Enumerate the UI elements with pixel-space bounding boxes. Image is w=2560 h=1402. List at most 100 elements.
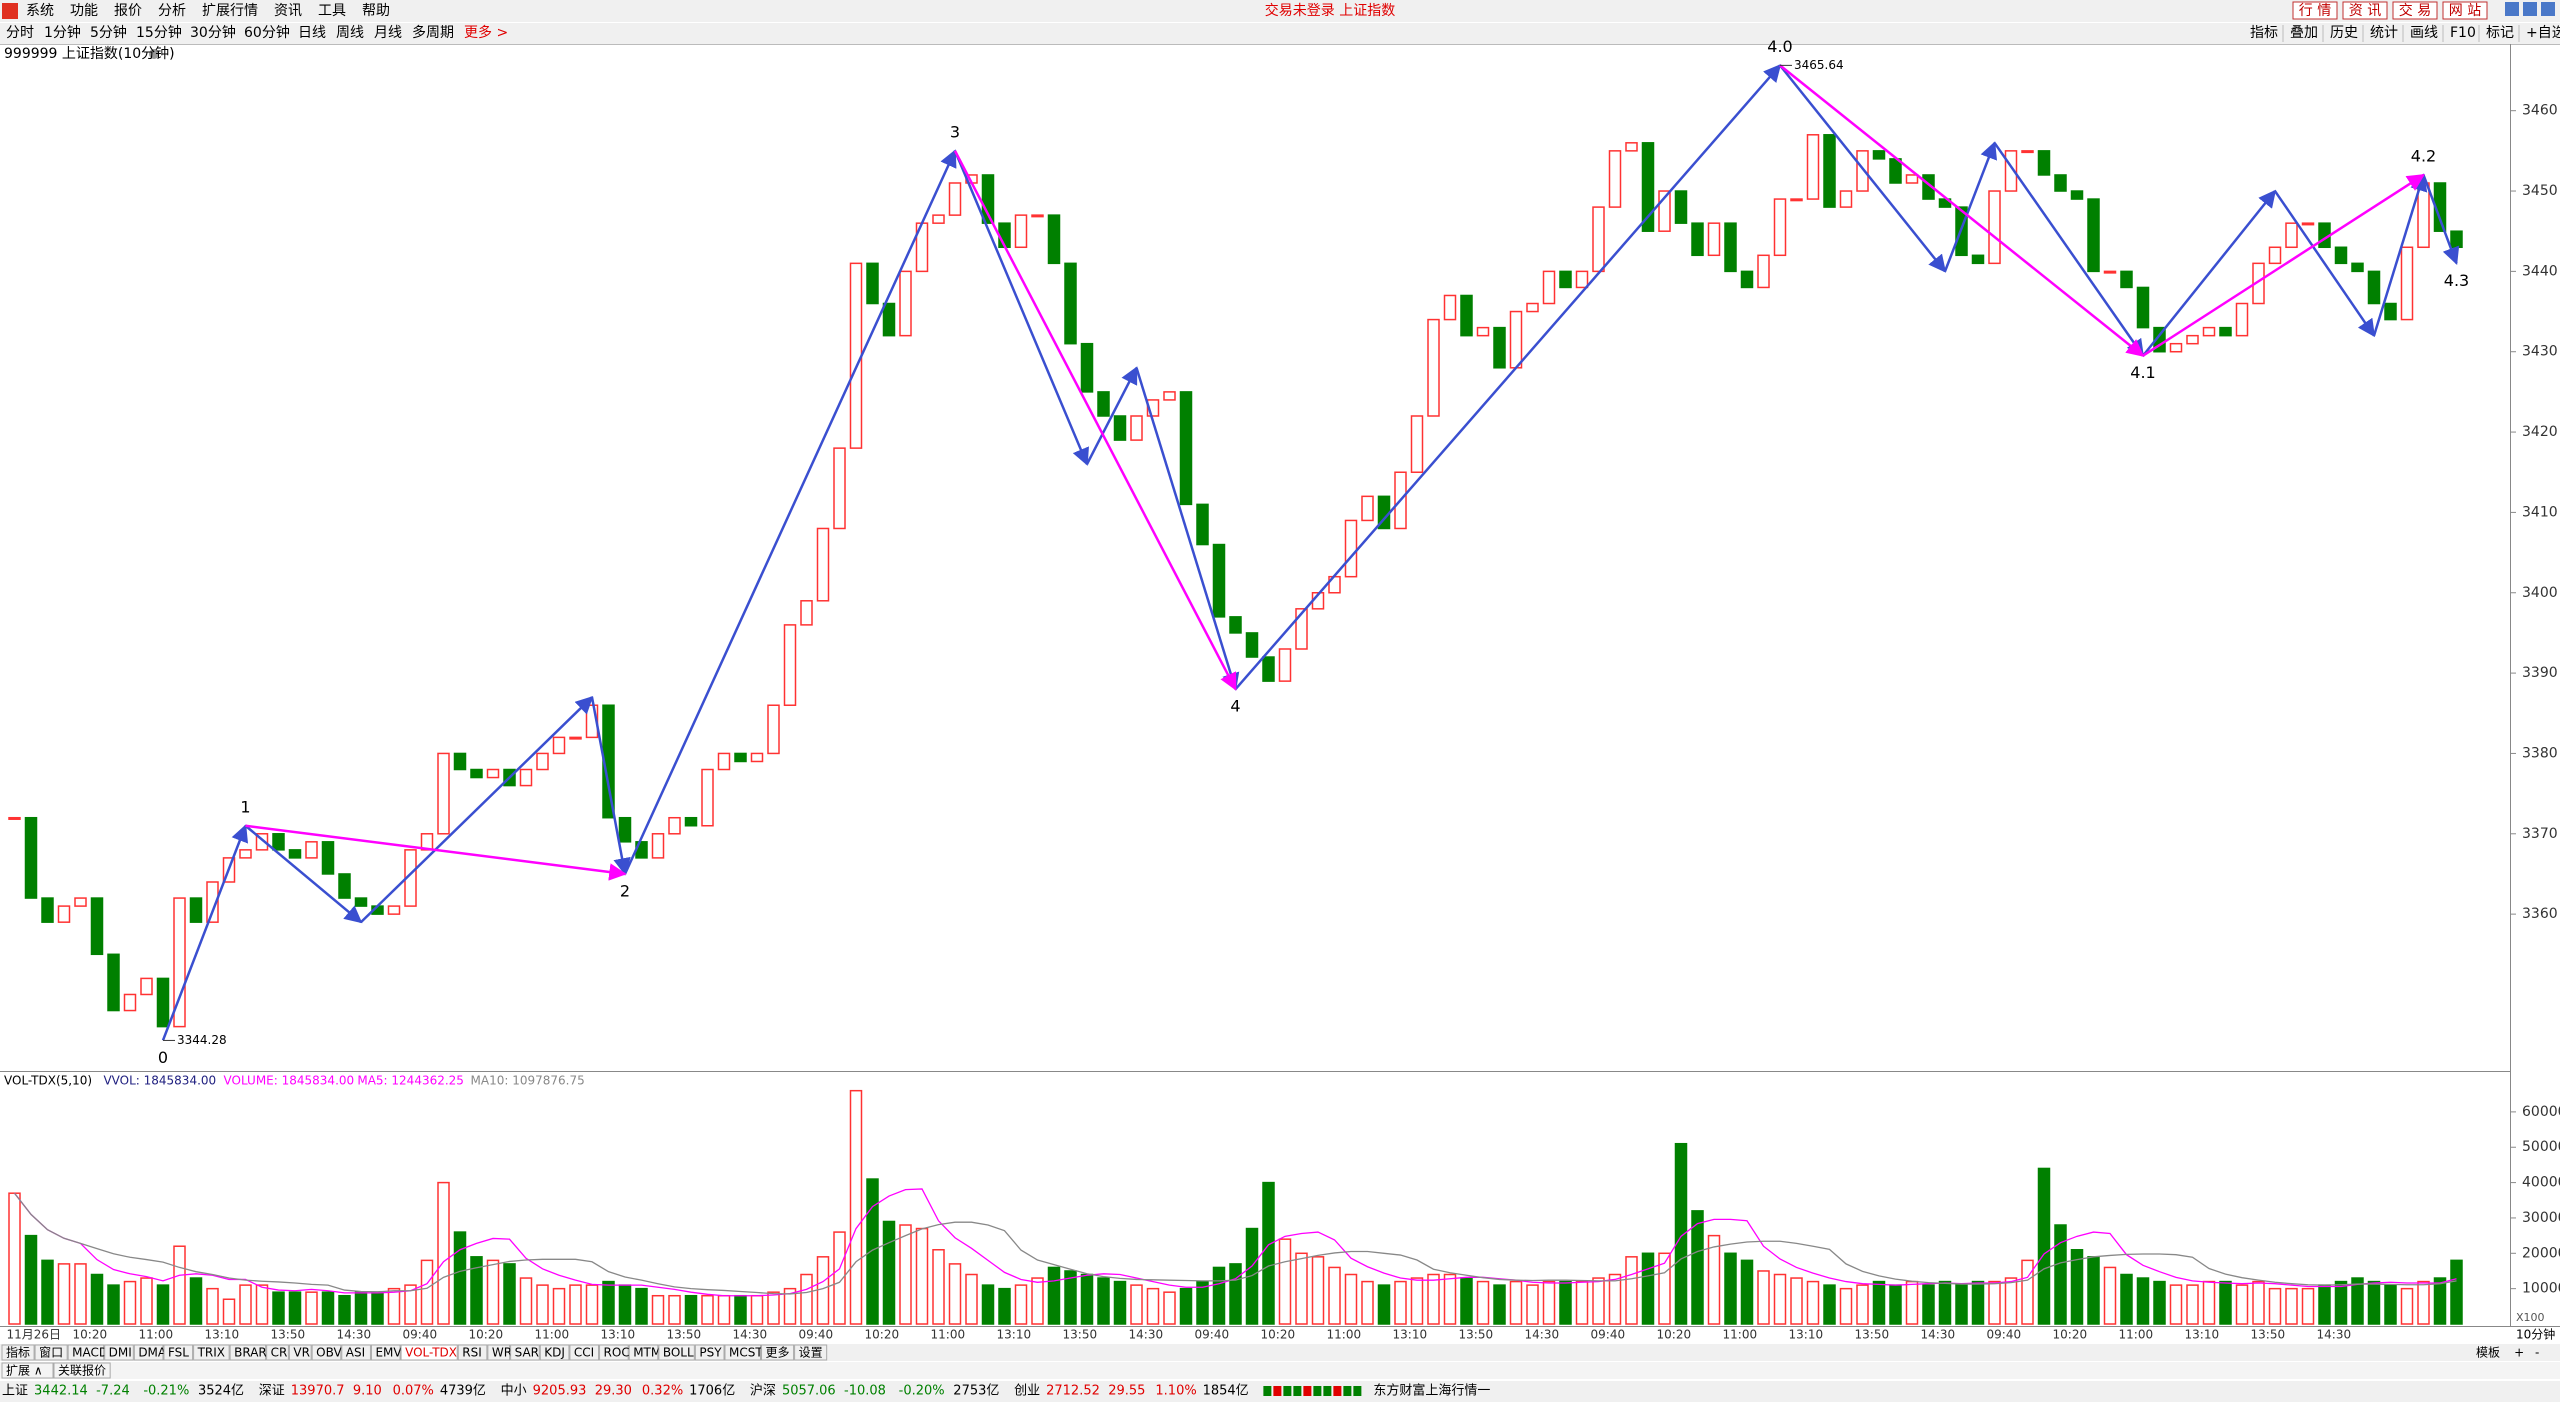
indicator-tab-label[interactable]: VR: [293, 1346, 310, 1360]
indicator-tab-label[interactable]: CR: [271, 1346, 288, 1360]
indicator-tab[interactable]: [266, 1344, 289, 1361]
template-button[interactable]: +: [2514, 1346, 2524, 1360]
indicator-tab[interactable]: [628, 1344, 659, 1361]
indicator-tab-label[interactable]: DMA: [138, 1346, 167, 1360]
indicator-tab[interactable]: [487, 1344, 511, 1361]
indicator-tab-label[interactable]: EMV: [375, 1346, 402, 1360]
indicator-tab-label[interactable]: WR: [492, 1346, 512, 1360]
period-button[interactable]: 更多 >: [464, 24, 508, 41]
indicator-tab[interactable]: [761, 1344, 795, 1361]
indicator-tab-label[interactable]: 更多: [766, 1346, 790, 1360]
indicator-tab[interactable]: [104, 1344, 134, 1361]
menu-item[interactable]: 功能: [70, 3, 98, 19]
menu-item[interactable]: 帮助: [362, 3, 390, 19]
period-button[interactable]: 5分钟: [90, 24, 127, 41]
indicator-tab-label[interactable]: BOLL: [663, 1346, 694, 1360]
tool-button[interactable]: +自选: [2526, 25, 2560, 41]
top-button[interactable]: [2292, 1, 2338, 20]
top-button[interactable]: [2442, 1, 2488, 20]
indicator-tab[interactable]: [133, 1344, 164, 1361]
tool-button[interactable]: 标记: [2486, 25, 2514, 41]
indicator-tab-label[interactable]: OBV: [316, 1346, 342, 1360]
indicator-tab[interactable]: [794, 1344, 828, 1361]
top-button-label[interactable]: 网 站: [2449, 3, 2481, 19]
indicator-tab-label[interactable]: MCST: [729, 1346, 763, 1360]
menu-item[interactable]: 工具: [318, 3, 346, 19]
period-button[interactable]: 周线: [336, 25, 364, 41]
indicator-tab[interactable]: [539, 1344, 570, 1361]
indicator-tab-label[interactable]: SAR: [515, 1346, 539, 1360]
menu-item[interactable]: 资讯: [274, 3, 302, 19]
indicator-tab[interactable]: [34, 1344, 68, 1361]
volume-bar: [2367, 1280, 2381, 1325]
window-minimize[interactable]: [2505, 2, 2519, 16]
indicator-tab[interactable]: [193, 1344, 230, 1361]
top-button-label[interactable]: 交 易: [2399, 2, 2431, 19]
indicator-tab[interactable]: [229, 1344, 267, 1361]
menu-item[interactable]: 系统: [26, 3, 54, 19]
menu-item[interactable]: 报价: [114, 3, 142, 19]
indicator-tab[interactable]: [341, 1344, 371, 1361]
tool-button[interactable]: 历史: [2330, 25, 2358, 41]
extra-tab[interactable]: [1, 1362, 54, 1379]
indicator-tab-label[interactable]: 设置: [799, 1346, 823, 1360]
indicator-tab[interactable]: [694, 1344, 725, 1361]
indicator-tab[interactable]: [67, 1344, 105, 1361]
indicator-tab[interactable]: [569, 1344, 600, 1361]
tool-button[interactable]: 统计: [2370, 25, 2398, 41]
x-tick-label: 11:00: [1327, 1328, 1362, 1342]
indicator-tab[interactable]: [724, 1344, 762, 1361]
indicator-tab[interactable]: [370, 1344, 401, 1361]
period-button[interactable]: 60分钟: [244, 24, 290, 41]
top-button-label[interactable]: 行 情: [2299, 3, 2331, 19]
period-button[interactable]: 15分钟: [136, 24, 182, 41]
indicator-tab-label[interactable]: ASI: [346, 1346, 365, 1360]
indicator-tab-label[interactable]: BRAR: [234, 1346, 267, 1360]
volume-bar: [1988, 1280, 2001, 1325]
top-button[interactable]: [2342, 1, 2388, 20]
tool-button[interactable]: 指标: [2250, 25, 2278, 41]
indicator-tab-label[interactable]: MTM: [633, 1346, 661, 1360]
indicator-tab[interactable]: [599, 1344, 629, 1361]
period-button[interactable]: 分时: [6, 25, 34, 41]
indicator-tab[interactable]: [510, 1344, 540, 1361]
indicator-tab-label[interactable]: FSL: [168, 1346, 189, 1360]
indicator-tab-label[interactable]: PSY: [699, 1346, 722, 1360]
indicator-tab-label[interactable]: 指标: [6, 1345, 30, 1360]
indicator-tab-label[interactable]: 窗口: [39, 1346, 63, 1360]
indicator-tab-label[interactable]: RSI: [462, 1346, 482, 1360]
top-button[interactable]: [2392, 1, 2438, 20]
indicator-tab[interactable]: [400, 1344, 458, 1361]
extra-tab-label[interactable]: 关联报价: [58, 1363, 106, 1378]
window-maximize[interactable]: [2523, 2, 2537, 16]
indicator-tab[interactable]: [658, 1344, 695, 1361]
period-button[interactable]: 多周期: [412, 24, 454, 41]
indicator-tab-label[interactable]: KDJ: [544, 1346, 565, 1360]
indicator-tab[interactable]: [288, 1344, 312, 1361]
window-close[interactable]: [2541, 2, 2555, 16]
extra-tab-label[interactable]: 扩展 ∧: [6, 1364, 43, 1378]
tool-button[interactable]: F10: [2450, 25, 2476, 41]
top-button-label[interactable]: 资 讯: [2349, 3, 2381, 19]
menu-item[interactable]: 扩展行情: [202, 3, 258, 19]
indicator-tab-label[interactable]: TRIX: [197, 1346, 225, 1360]
period-button[interactable]: 月线: [374, 25, 402, 41]
indicator-tab[interactable]: [163, 1344, 194, 1361]
extra-tab[interactable]: [53, 1362, 111, 1379]
indicator-tab-label[interactable]: ROC: [604, 1346, 630, 1360]
menu-item[interactable]: 分析: [158, 3, 186, 19]
indicator-tab[interactable]: [457, 1344, 488, 1361]
tool-button[interactable]: 画线: [2410, 25, 2438, 41]
period-button[interactable]: 日线: [298, 25, 326, 41]
indicator-tab-label[interactable]: VOL-TDX: [405, 1346, 457, 1360]
template-button[interactable]: -: [2535, 1346, 2539, 1360]
indicator-tab-label[interactable]: MACD: [72, 1346, 108, 1360]
period-button[interactable]: 1分钟: [44, 24, 81, 41]
period-button[interactable]: 30分钟: [190, 24, 236, 41]
indicator-tab-label[interactable]: CCI: [574, 1346, 594, 1360]
indicator-tab[interactable]: [1, 1344, 35, 1361]
template-button[interactable]: 模板: [2476, 1346, 2500, 1360]
indicator-tab-label[interactable]: DMI: [109, 1346, 132, 1360]
indicator-tab[interactable]: [311, 1344, 342, 1361]
tool-button[interactable]: 叠加: [2290, 25, 2318, 41]
